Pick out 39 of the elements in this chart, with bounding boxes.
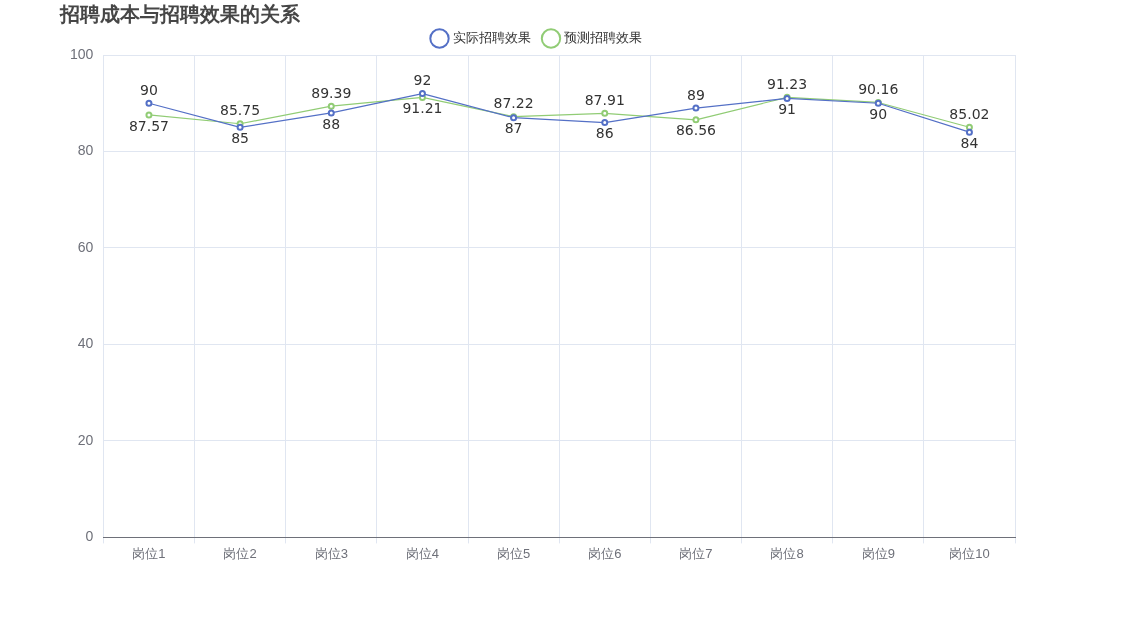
- data-label: 90: [140, 81, 158, 98]
- x-tick-label: 岗位2: [223, 545, 257, 561]
- data-label: 87.57: [128, 117, 169, 134]
- data-label: 85.02: [949, 105, 990, 122]
- data-label: 85: [231, 130, 250, 146]
- y-tick-label: 20: [77, 431, 94, 448]
- data-label: 87.22: [493, 95, 534, 112]
- data-label: 86: [595, 125, 614, 142]
- x-tick-label: 岗位3: [314, 545, 348, 561]
- x-tick-label: 岗位7: [679, 545, 713, 561]
- y-tick-label: 60: [77, 238, 94, 255]
- data-label: 91.23: [767, 75, 808, 92]
- data-label: 86.56: [675, 122, 717, 139]
- legend-label: 预测招聘效果: [564, 30, 642, 46]
- y-tick-label: 100: [70, 45, 94, 62]
- chart-title: 招聘成本与招聘效果的关系: [59, 2, 301, 27]
- y-tick-label: 80: [77, 142, 94, 159]
- data-label: 92: [413, 72, 432, 89]
- data-label: 90.16: [858, 81, 899, 98]
- x-tick-label: 岗位5: [496, 545, 531, 561]
- y-tick-label: 40: [77, 335, 94, 352]
- data-label: 84: [960, 134, 979, 151]
- data-label: 88: [322, 115, 341, 132]
- legend-label: 实际招聘效果: [452, 30, 531, 46]
- x-tick-label: 岗位6: [588, 545, 622, 561]
- data-label: 89: [687, 86, 705, 103]
- data-label: 87: [504, 120, 523, 137]
- x-tick-label: 岗位8: [770, 545, 804, 561]
- x-tick-label: 岗位9: [861, 545, 895, 561]
- data-label: 87.91: [584, 91, 625, 108]
- data-label: 91.21: [402, 100, 443, 117]
- data-label: 85.75: [220, 102, 261, 119]
- x-tick-label: 岗位10: [949, 545, 990, 561]
- data-label: 90: [869, 105, 888, 122]
- y-tick-label: 0: [85, 528, 94, 545]
- data-label: 91: [778, 101, 796, 118]
- x-tick-label: 岗位1: [132, 545, 166, 561]
- x-tick-label: 岗位4: [405, 545, 440, 561]
- data-label: 89.39: [311, 84, 352, 101]
